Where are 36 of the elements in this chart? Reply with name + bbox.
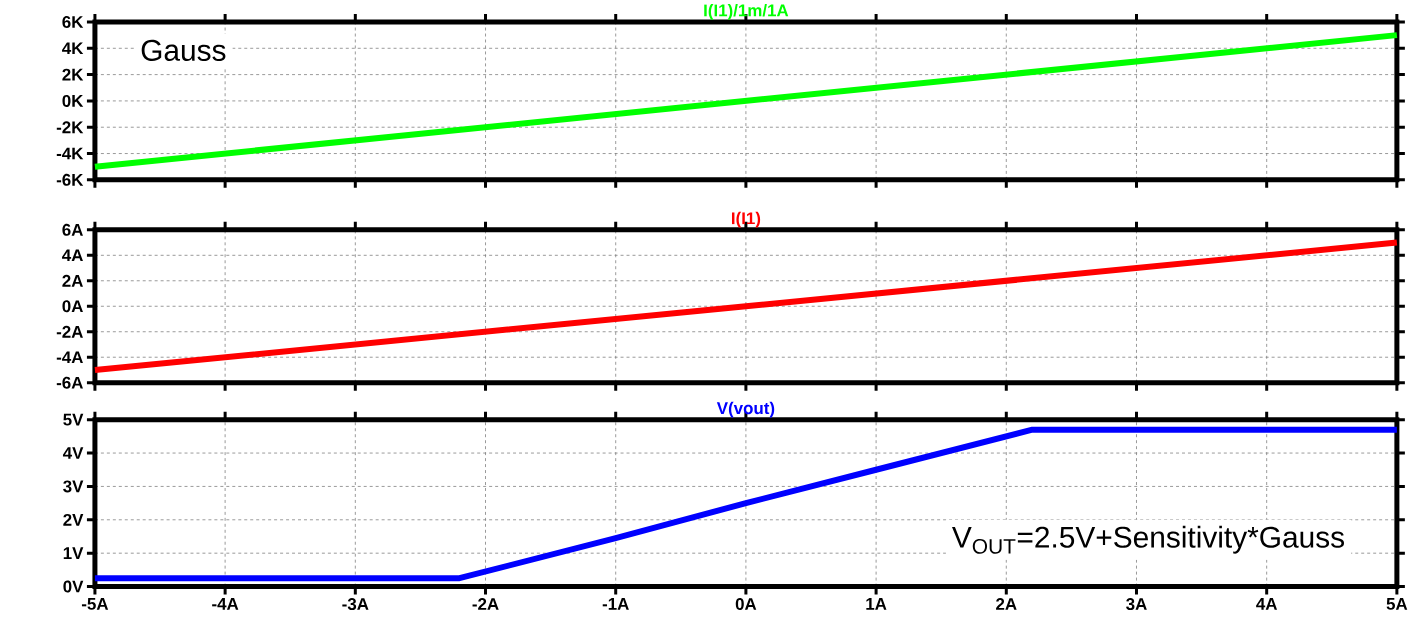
x-tick-label: 0A [735, 598, 757, 611]
text: I(I1)/1m/1A [704, 4, 789, 21]
y-tick-label: 6A [62, 224, 83, 237]
y-tick-label: -2K [56, 121, 84, 134]
y-tick-label: -6K [56, 174, 84, 187]
x-tick-label: 5A [1386, 598, 1408, 611]
y-tick-label: 4V [62, 447, 84, 460]
x-tick-label: 3A [1126, 598, 1147, 611]
x-tick-label: -5A [81, 598, 109, 611]
y-tick-label: -2A [56, 326, 83, 338]
annotation: V$_{OUT}$=2.5V+Sensitivity*Gauss [952, 526, 1344, 555]
y-tick-label: 2K [62, 68, 84, 81]
y-tick-label: 2A [62, 275, 83, 287]
y-tick-label: -4A [56, 351, 83, 364]
y-tick-label: 4A [62, 249, 83, 262]
y-tick-label: 2V [63, 514, 84, 526]
y-tick-label: 6K [62, 16, 84, 29]
x-tick-label: -3A [342, 598, 369, 611]
x-tick-label: -2A [472, 598, 499, 611]
x-tick-label: -4A [212, 598, 239, 610]
y-tick-label: 0K [62, 95, 84, 108]
text: I(I1) [732, 212, 761, 228]
y-tick-label: -6A [56, 376, 83, 389]
y-tick-label: 0A [62, 300, 83, 313]
y-tick-label: 4K [62, 42, 84, 55]
y-tick-label: 1V [63, 547, 84, 560]
x-tick-label: 1A [866, 598, 887, 610]
x-tick-label: 4A [1256, 598, 1278, 610]
y-tick-label: 5V [63, 414, 84, 426]
text: V(vout) [716, 401, 775, 418]
annotation: Gauss [141, 40, 226, 62]
y-tick-label: 3V [63, 480, 84, 493]
y-tick-label: 0V [63, 580, 84, 593]
x-tick-label: 2A [996, 598, 1017, 611]
x-tick-label: -1A [602, 598, 629, 610]
y-tick-label: -4K [56, 147, 84, 160]
